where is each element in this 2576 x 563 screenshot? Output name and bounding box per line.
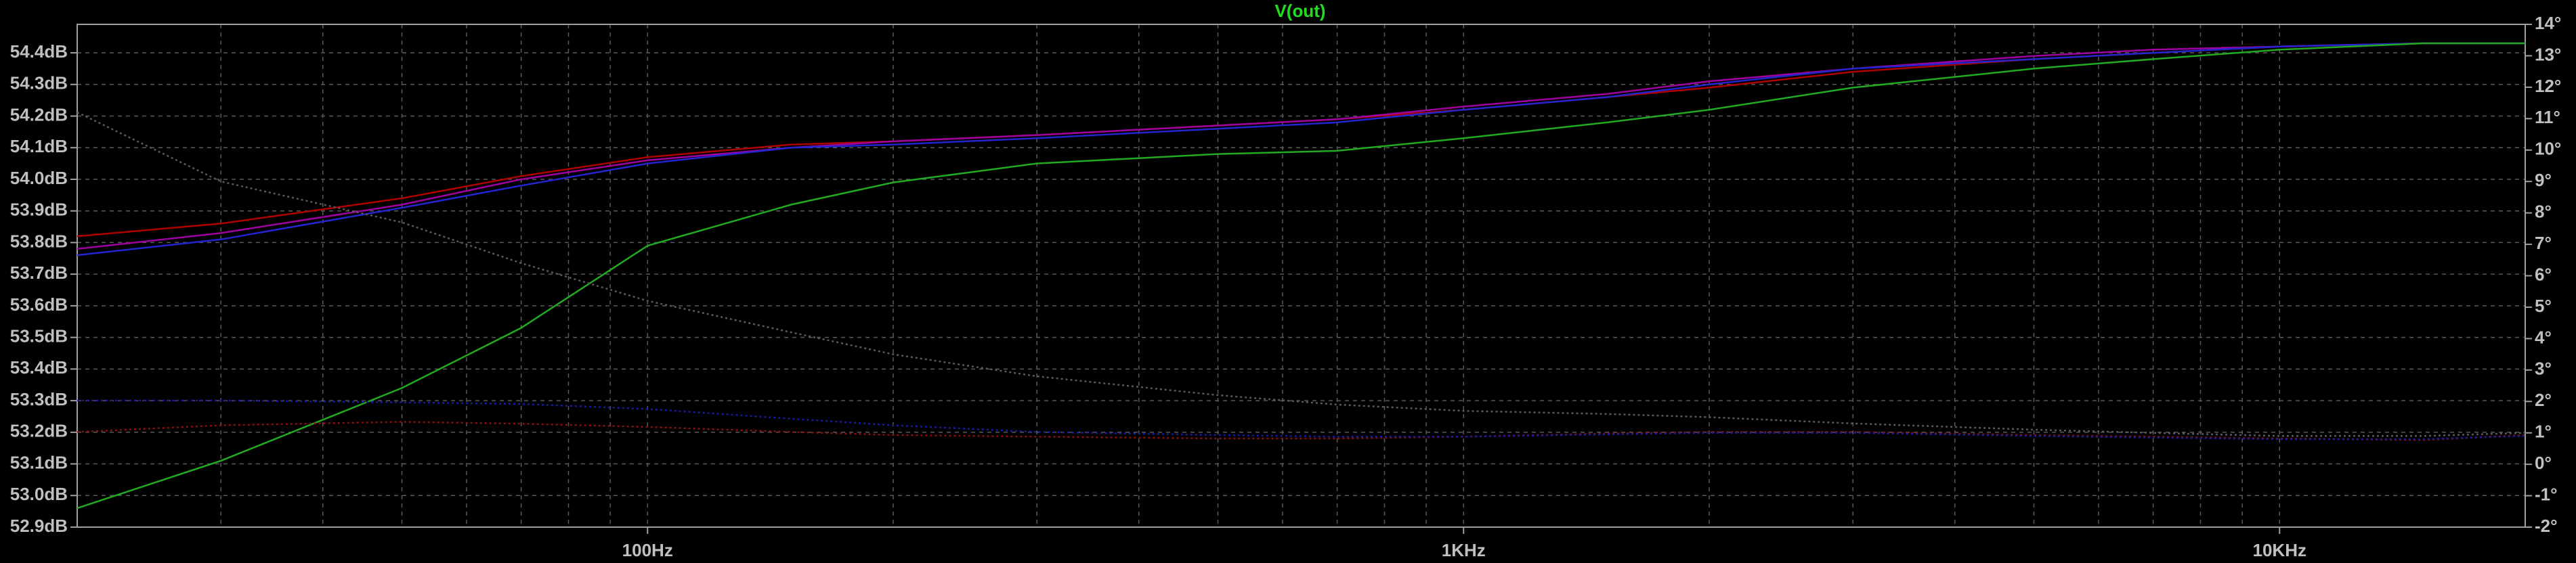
x-tick-label: 1KHz bbox=[1442, 540, 1486, 560]
y-tick-label: 53.5dB bbox=[10, 325, 68, 346]
y2-tick-label: 3° bbox=[2535, 359, 2552, 379]
series-line bbox=[77, 111, 2526, 437]
y2-tick-label: 10° bbox=[2535, 139, 2561, 159]
x-tick-label: 10KHz bbox=[2253, 540, 2306, 560]
x-tick-label: 100Hz bbox=[622, 540, 673, 560]
y2-tick-label: 13° bbox=[2535, 44, 2561, 64]
y-tick-label: 53.1dB bbox=[10, 452, 68, 472]
y2-tick-label: 0° bbox=[2535, 453, 2552, 473]
y-tick-label: 54.3dB bbox=[10, 73, 68, 93]
plot-frame bbox=[77, 24, 2526, 528]
y2-tick-label: 8° bbox=[2535, 202, 2552, 222]
y2-tick-label: -1° bbox=[2535, 484, 2558, 504]
series-line bbox=[77, 42, 2525, 238]
y2-tick-label: 2° bbox=[2535, 390, 2552, 410]
y-tick-label: 53.9dB bbox=[10, 200, 68, 220]
series-line bbox=[77, 42, 2525, 256]
y2-tick-label: 12° bbox=[2535, 76, 2561, 96]
y-tick-label: 53.7dB bbox=[10, 263, 68, 283]
y-tick-label: 53.8dB bbox=[10, 231, 68, 251]
y-tick-label: 53.0dB bbox=[10, 484, 68, 504]
y-tick-label: 53.6dB bbox=[10, 294, 68, 315]
y2-tick-label: 14° bbox=[2535, 13, 2561, 33]
y2-tick-label: 7° bbox=[2535, 233, 2552, 253]
y2-tick-label: 4° bbox=[2535, 327, 2552, 347]
y-tick-label: 53.4dB bbox=[10, 357, 68, 378]
y-tick-label: 54.0dB bbox=[10, 168, 68, 188]
series-line bbox=[77, 42, 2525, 250]
y2-tick-label: 5° bbox=[2535, 296, 2552, 316]
y-tick-label: 53.3dB bbox=[10, 389, 68, 409]
series-line bbox=[77, 421, 2526, 441]
y-tick-label: 53.2dB bbox=[10, 421, 68, 441]
y2-tick-label: 11° bbox=[2535, 107, 2560, 127]
series-line bbox=[77, 399, 2526, 441]
chart-title: V(out) bbox=[1274, 1, 1325, 21]
y2-tick-label: 1° bbox=[2535, 422, 2552, 442]
y-tick-label: 52.9dB bbox=[10, 516, 68, 536]
y2-tick-label: -2° bbox=[2535, 516, 2558, 536]
y2-tick-label: 6° bbox=[2535, 264, 2552, 284]
y-tick-label: 54.4dB bbox=[10, 41, 68, 62]
y-tick-label: 54.2dB bbox=[10, 104, 68, 125]
y-tick-label: 54.1dB bbox=[10, 136, 68, 156]
series-line bbox=[77, 42, 2525, 510]
y2-tick-label: 9° bbox=[2535, 170, 2552, 190]
